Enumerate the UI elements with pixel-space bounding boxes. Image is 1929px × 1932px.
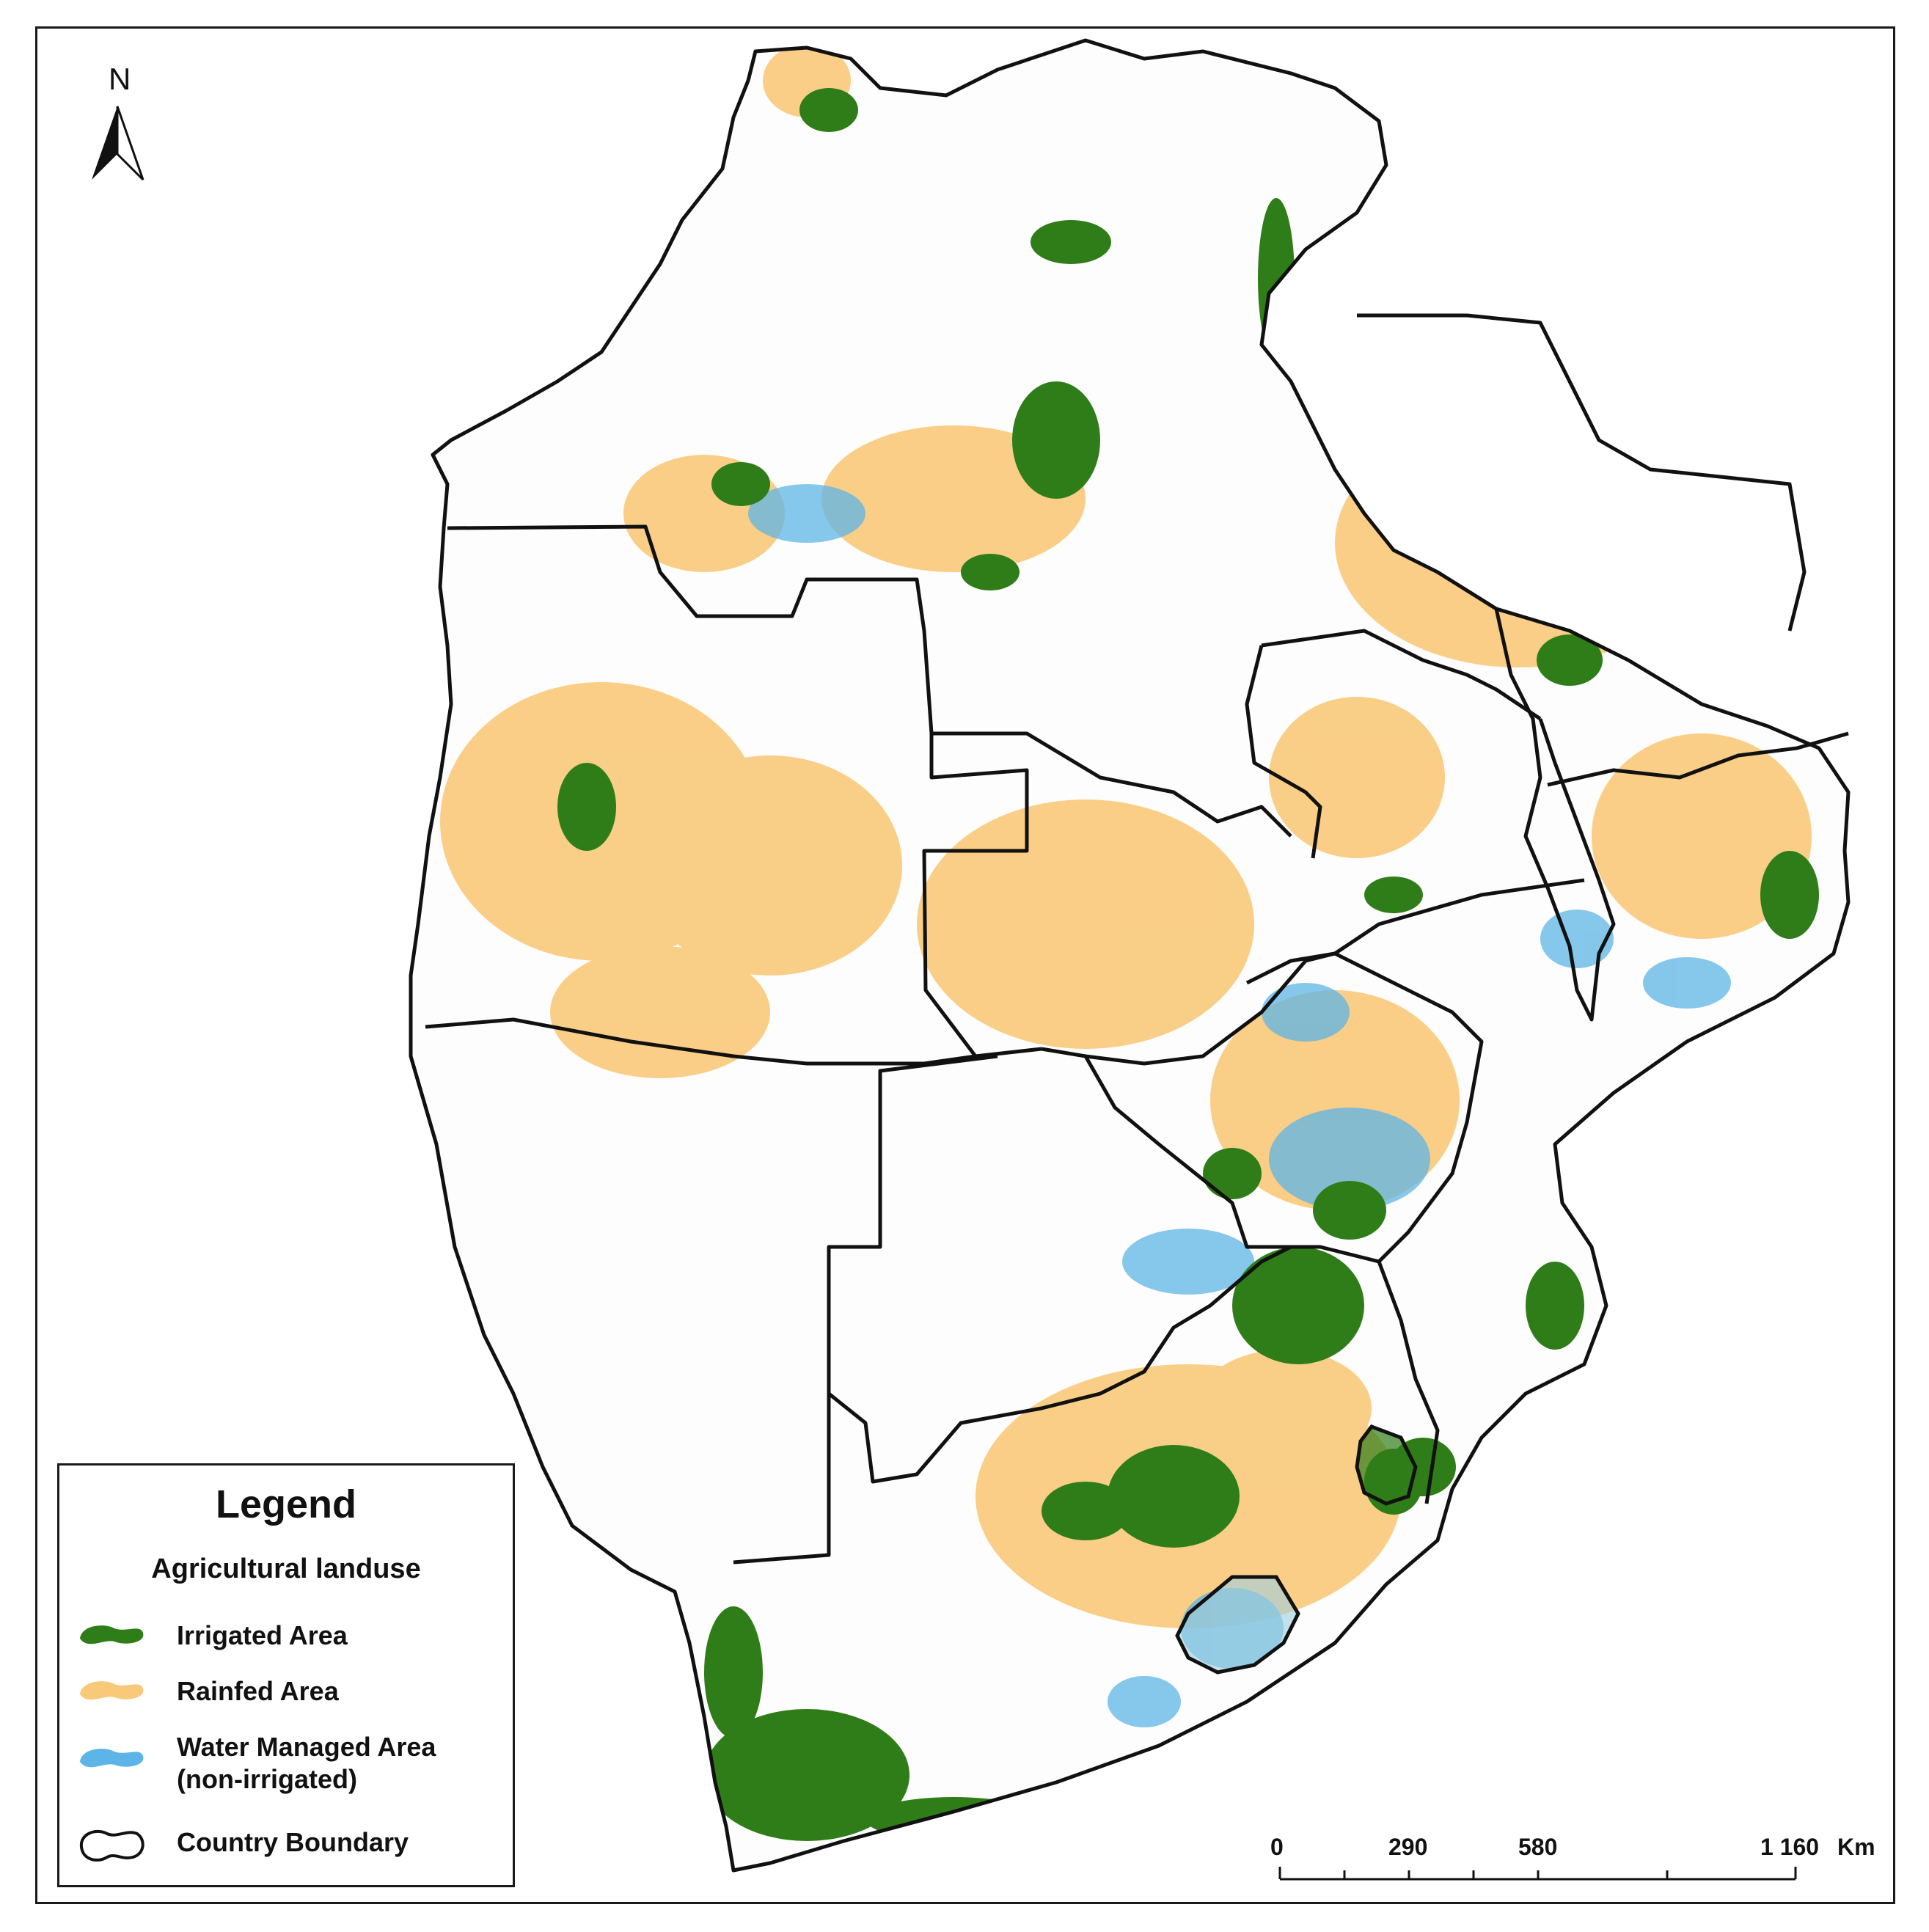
- north-arrow-icon: [92, 106, 144, 181]
- legend-item-rainfed: Rainfed Area: [74, 1668, 507, 1719]
- water-swatch-icon: [80, 1749, 144, 1768]
- coastline-outline: [409, 38, 1851, 1873]
- legend-label-irrigated: Irrigated Area: [177, 1620, 348, 1650]
- lesotho-outline: [1175, 1575, 1300, 1675]
- scale-label-1160: 1 160: [1760, 1834, 1820, 1860]
- legend-item-water-managed: Water Managed Area (non-irrigated): [74, 1724, 507, 1797]
- legend: Legend Agricultural landuse Irrigated Ar…: [57, 1463, 515, 1887]
- legend-label-water-line2: (non-irrigated): [177, 1764, 357, 1794]
- legend-item-irrigated: Irrigated Area: [74, 1612, 507, 1664]
- scale-label-0: 0: [1270, 1834, 1284, 1860]
- rainfed-swatch-icon: [80, 1681, 144, 1700]
- legend-label-water-managed: Water Managed Area (non-irrigated): [177, 1731, 436, 1796]
- legend-subtitle: Agricultural landuse: [151, 1554, 421, 1584]
- legend-label-water-line1: Water Managed Area: [177, 1732, 436, 1762]
- legend-item-boundary: Country Boundary: [74, 1819, 507, 1870]
- legend-label-rainfed: Rainfed Area: [177, 1676, 339, 1706]
- boundary-outline-icon: [79, 1829, 144, 1862]
- scale-label-580: 580: [1518, 1834, 1558, 1860]
- eswatini-outline: [1355, 1424, 1418, 1506]
- water-managed-areas: [748, 484, 1731, 1727]
- legend-title: Legend: [215, 1482, 356, 1526]
- irrigated-swatch-icon: [80, 1625, 144, 1644]
- scale-bar: [1278, 1867, 1797, 1881]
- legend-label-boundary: Country Boundary: [177, 1827, 409, 1857]
- north-label: N: [109, 62, 131, 96]
- scale-label-unit: Km: [1837, 1834, 1875, 1860]
- country-boundaries: [409, 38, 1851, 1873]
- scale-label-290: 290: [1388, 1834, 1428, 1860]
